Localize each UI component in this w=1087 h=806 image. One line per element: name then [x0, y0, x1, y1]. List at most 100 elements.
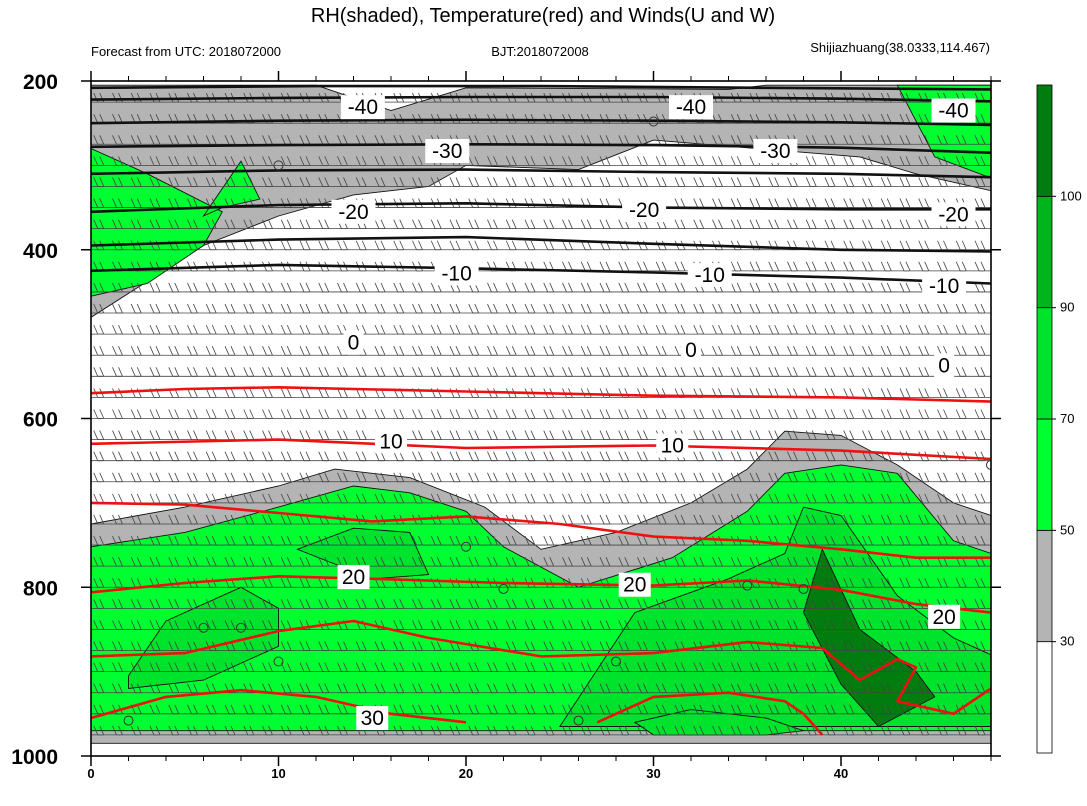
contour-label: -10 — [441, 262, 471, 285]
colorbar-swatch — [1036, 641, 1053, 754]
isotherm-warm — [91, 385, 991, 403]
calm-wind-marker — [648, 116, 659, 127]
isotherm-cold — [91, 235, 991, 253]
contour-label: -20 — [629, 199, 659, 222]
wind-barb-row — [91, 556, 991, 567]
contour-label-bg — [922, 274, 967, 299]
calm-wind-marker — [742, 580, 753, 591]
contour-label-bg — [934, 353, 955, 378]
contour-label-bg — [622, 198, 667, 223]
colorbar-label: 70 — [1060, 411, 1074, 426]
contour-label-bg — [931, 202, 976, 227]
x-tick-label: 40 — [834, 766, 848, 781]
plot-area: -40 -40 -40 -30 -30 -20 -20 -20 -10 -10 -10 0 0 0 10 10… — [91, 81, 991, 756]
contour-label-bg — [340, 95, 385, 120]
contour-label-bg — [928, 604, 961, 629]
y-tick-label: 200 — [23, 71, 58, 94]
forecast-time-label: Forecast from UTC: 2018072000 — [91, 44, 281, 59]
isotherm-warm — [91, 501, 991, 560]
contour-label: -40 — [348, 96, 378, 119]
x-tick-label: 30 — [646, 766, 660, 781]
contour-label-bg — [337, 565, 370, 590]
contour-label-bg — [356, 706, 389, 731]
x-tick-label: 10 — [271, 766, 285, 781]
y-tick-label: 600 — [23, 409, 58, 432]
contour-label-bg — [931, 98, 976, 123]
contour-label: 0 — [348, 332, 360, 355]
isotherm-cold — [91, 118, 991, 127]
colorbar-label: 50 — [1060, 522, 1074, 537]
calm-wind-marker — [123, 715, 134, 726]
rh-shading — [91, 84, 991, 744]
isotherm-warm — [596, 691, 824, 736]
contour-label-bg — [669, 95, 713, 120]
wind-barb-row — [91, 725, 991, 736]
contour-label: 30 — [361, 707, 384, 730]
contour-label: 20 — [342, 566, 365, 589]
colorbar-swatch — [1036, 418, 1053, 531]
contour-label-bg — [687, 263, 732, 288]
x-tick-label: 20 — [459, 766, 473, 781]
contour-label-bg — [375, 429, 407, 454]
calm-wind-marker — [461, 541, 471, 552]
colorbar-swatch — [1036, 195, 1053, 309]
colorbar-swatch — [1036, 307, 1053, 420]
calm-wind-marker — [573, 715, 584, 726]
contour-label: -10 — [695, 264, 725, 287]
isotherm-warm — [91, 688, 467, 724]
contour-label: -30 — [432, 140, 462, 163]
contour-label-bg — [753, 139, 798, 164]
isotherm-warm — [91, 438, 991, 461]
wind-barb-row — [91, 641, 991, 651]
contour-label: -30 — [760, 140, 790, 163]
wind-barb-row — [91, 599, 991, 609]
contour-label: 20 — [932, 606, 955, 629]
contour-labels: -40 -40 -40 -30 -30 -20 -20 -20 -10 -10 -10 0 0 0 10 10… — [331, 95, 976, 731]
valid-time-label: BJT:2018072008 — [491, 44, 589, 59]
wind-barb-row — [91, 156, 991, 166]
wind-barb-row — [91, 219, 991, 230]
wind-barb-row — [91, 535, 991, 546]
isotherm-warm — [91, 619, 991, 716]
contour-label-bg — [618, 572, 651, 597]
rh-region — [803, 548, 936, 728]
y-tick-label: 800 — [23, 577, 58, 600]
colorbar-label: 30 — [1060, 634, 1074, 649]
contour-label-bg — [331, 199, 376, 224]
contour-label: -20 — [338, 201, 368, 224]
calm-markers — [123, 116, 991, 726]
contour-label: 20 — [623, 574, 646, 597]
rh-colorbar: 30 50 70 90 100 — [1036, 84, 1082, 754]
contour-label: 10 — [661, 435, 684, 458]
colorbar-swatch — [1036, 84, 1053, 197]
calm-wind-marker — [273, 656, 284, 667]
contour-label-bg — [656, 433, 689, 458]
wind-barb-row — [91, 303, 991, 314]
contour-label: -40 — [676, 96, 706, 119]
rh-region — [202, 160, 261, 218]
temperature-contours — [91, 84, 991, 736]
contour-label: 10 — [379, 430, 402, 453]
calm-wind-marker — [986, 459, 991, 470]
wind-barb-row — [91, 514, 991, 525]
colorbar-swatch — [1036, 529, 1053, 643]
isotherm-cold — [91, 95, 991, 103]
wind-barb-row — [91, 177, 991, 187]
calm-wind-marker — [198, 622, 209, 633]
contour-label-bg — [343, 330, 364, 355]
wind-barb-row — [91, 324, 991, 335]
wind-barb-row — [91, 240, 991, 251]
wind-barb-row — [91, 472, 991, 483]
x-tick-label: 0 — [87, 766, 94, 781]
colorbar-label: 100 — [1060, 188, 1082, 203]
isotherm-cold — [91, 263, 991, 285]
wind-barb-row — [91, 198, 991, 208]
calm-wind-marker — [611, 656, 621, 667]
wind-barb-row — [91, 493, 991, 504]
isotherm-cold — [91, 84, 991, 91]
contour-label-bg — [681, 338, 701, 363]
station-label: Shijiazhuang(38.0333,114.467) — [810, 40, 990, 55]
contour-label: 0 — [938, 354, 950, 377]
contour-label: -20 — [938, 203, 968, 226]
